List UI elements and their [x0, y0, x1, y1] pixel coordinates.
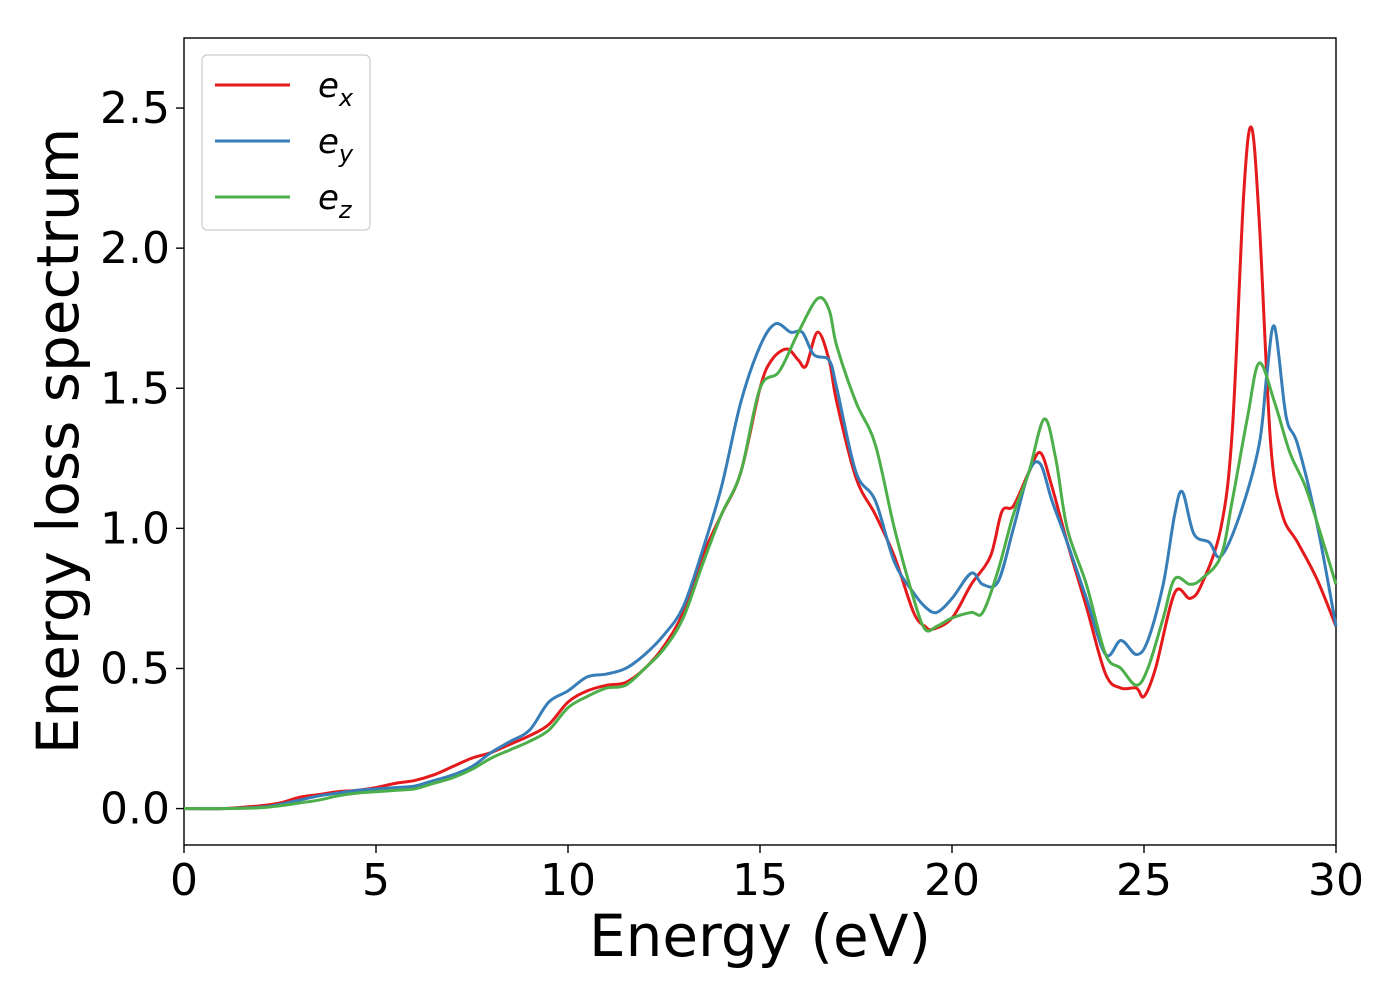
y-axis-title: Energy loss spectrum: [24, 128, 92, 754]
series-line-e-z: [183, 296, 1338, 811]
y-tick-label: 1.0: [100, 503, 170, 554]
y-tick-label: 0.5: [100, 643, 170, 694]
x-tick-label: 15: [732, 855, 788, 906]
x-tick-label: 25: [1116, 855, 1172, 906]
series-line-e-y: [183, 321, 1338, 811]
series-layer: [183, 125, 1338, 811]
y-tick-label: 2.5: [100, 83, 170, 134]
x-tick-label: 10: [540, 855, 596, 906]
x-tick-label: 20: [924, 855, 980, 906]
y-tick-label: 1.5: [100, 363, 170, 414]
x-tick-label: 5: [362, 855, 390, 906]
y-tick-label: 0.0: [100, 784, 170, 835]
y-tick-label: 2.0: [100, 223, 170, 274]
x-tick-label: 0: [170, 855, 198, 906]
x-axis-ticks: 0 5 10 15 20 25 30: [170, 845, 1364, 906]
series-line-e-x: [183, 125, 1338, 811]
x-tick-label: 30: [1308, 855, 1364, 906]
y-axis-ticks: 0.0 0.5 1.0 1.5 2.0 2.5: [100, 83, 184, 835]
x-axis-title: Energy (eV): [589, 902, 931, 970]
